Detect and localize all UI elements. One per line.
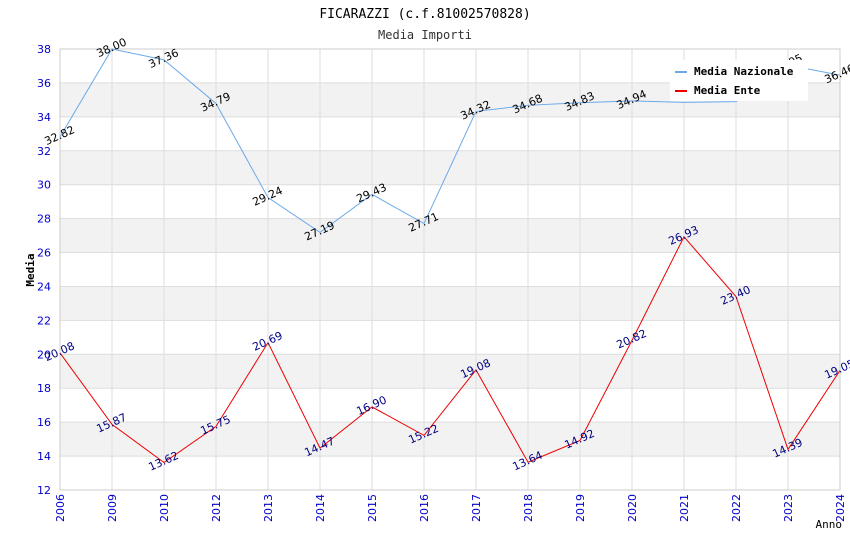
y-tick-label: 32 [37, 145, 51, 158]
y-axis: 12 14 16 18 20 22 24 26 28 30 32 34 36 38 [37, 43, 51, 497]
x-tick-label: 2010 [158, 494, 171, 522]
y-tick-label: 38 [37, 43, 51, 56]
y-tick-label: 20 [37, 348, 51, 361]
legend-label-media-nazionale: Media Nazionale [694, 65, 794, 78]
x-tick-label: 2022 [730, 494, 743, 522]
y-tick-label: 34 [37, 111, 51, 124]
x-tick-label: 2024 [834, 494, 847, 522]
series-line-media-nazionale [59, 48, 841, 233]
y-tick-label: 28 [37, 213, 51, 226]
y-tick-label: 14 [37, 450, 51, 463]
x-tick-label: 2014 [314, 494, 327, 522]
x-tick-label: 2012 [210, 494, 223, 522]
legend-label-media-ente: Media Ente [694, 84, 761, 97]
y-tick-label: 24 [37, 280, 51, 293]
y-axis-label: Media [24, 253, 37, 286]
grid-band [60, 218, 840, 253]
x-tick-label: 2009 [106, 494, 119, 522]
x-tick-label: 2018 [522, 494, 535, 522]
grid-band [60, 354, 840, 389]
grid-band [60, 286, 840, 321]
y-tick-label: 36 [37, 77, 51, 90]
grid-band [60, 422, 840, 457]
y-tick-label: 12 [37, 484, 51, 497]
series-line-media-ente [59, 235, 841, 464]
legend: Media Nazionale Media Ente [670, 60, 808, 101]
x-tick-label: 2019 [574, 494, 587, 522]
legend-box [670, 60, 808, 101]
x-tick-label: 2016 [418, 494, 431, 522]
y-tick-label: 18 [37, 382, 51, 395]
plot-background [59, 48, 841, 491]
x-tick-label: 2020 [626, 494, 639, 522]
x-tick-label: 2023 [782, 494, 795, 522]
x-tick-label: 2013 [262, 494, 275, 522]
plot-frame [59, 48, 841, 491]
chart-subtitle: Media Importi [378, 28, 472, 42]
x-tick-label: 2015 [366, 494, 379, 522]
grid-lines [59, 48, 841, 491]
x-tick-label: 2021 [678, 494, 691, 522]
y-tick-label: 22 [37, 314, 51, 327]
plot-area [59, 48, 841, 491]
y-tick-label: 16 [37, 416, 51, 429]
x-tick-label: 2017 [470, 494, 483, 522]
chart-title: FICARAZZI (c.f.81002570828) [319, 7, 530, 22]
x-axis-label: Anno [816, 518, 843, 531]
x-axis: 2006 2009 2010 2012 2013 2014 2015 2016 2017 2018… [54, 494, 847, 522]
x-tick-label: 2006 [54, 494, 67, 522]
y-tick-label: 26 [37, 247, 51, 260]
y-tick-label: 30 [37, 179, 51, 192]
